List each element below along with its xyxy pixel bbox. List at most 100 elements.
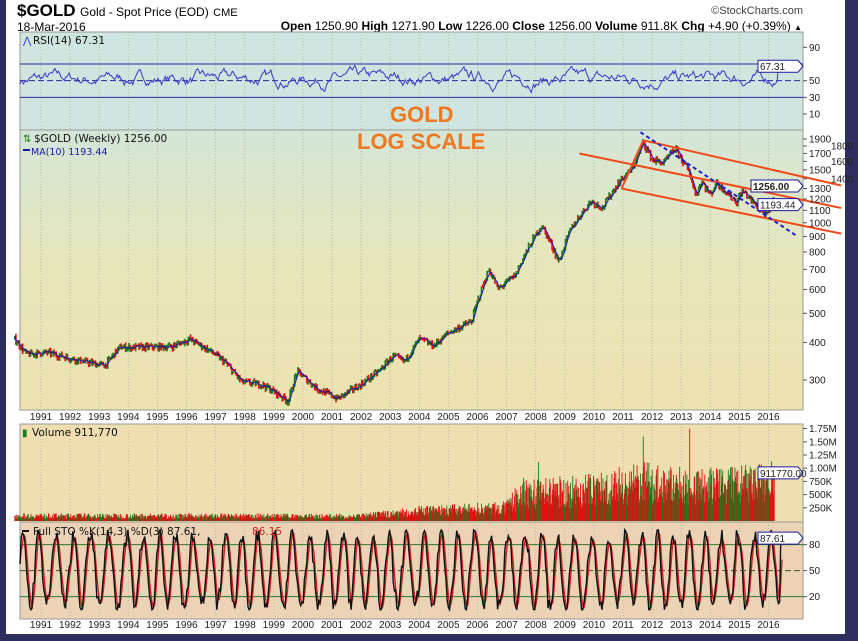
year-tick-label: 1998 bbox=[234, 412, 257, 423]
year-tick-label: 2006 bbox=[466, 412, 489, 423]
volume-tick-label: 1.50M bbox=[809, 437, 837, 448]
year-tick-label: 2010 bbox=[583, 412, 606, 423]
low-value: 1226.00 bbox=[465, 19, 509, 33]
price-tick-label: 700 bbox=[809, 265, 826, 276]
year-tick-label: 2001 bbox=[321, 412, 344, 423]
ma-title: MA(10) 1193.44 bbox=[31, 147, 108, 158]
price-legend: ⇅ $GOLD (Weekly) 1256.00 MA(10) 1193.44 bbox=[23, 133, 167, 158]
volume-last-value: 911770.00 bbox=[760, 469, 807, 480]
symbol-title: $GOLD Gold - Spot Price (EOD) CME bbox=[17, 1, 238, 23]
volume-tick-label: 1.25M bbox=[809, 451, 837, 462]
price-last-value: 1256.00 bbox=[753, 182, 790, 193]
price-tick-label: 1300 bbox=[809, 184, 832, 195]
year-tick-label: 2013 bbox=[670, 620, 693, 631]
year-tick-label: 1998 bbox=[234, 620, 257, 631]
year-tick-label: 2015 bbox=[728, 620, 751, 631]
price-tick-label: 1900 bbox=[809, 134, 832, 145]
price-tick-label: 900 bbox=[809, 232, 826, 243]
sto-tick-label: 50 bbox=[809, 566, 821, 577]
price-tick-label: 1700 bbox=[809, 149, 832, 160]
close-value: 1256.00 bbox=[548, 19, 592, 33]
year-tick-label: 1997 bbox=[204, 620, 227, 631]
volume-tick-label: 1.00M bbox=[809, 464, 837, 475]
year-tick-label: 2011 bbox=[612, 412, 634, 423]
year-tick-label: 1999 bbox=[263, 620, 286, 631]
ma-line-icon bbox=[23, 149, 30, 151]
year-tick-label: 1999 bbox=[263, 412, 286, 423]
year-tick-label: 1995 bbox=[146, 412, 169, 423]
price-tick-label: 600 bbox=[809, 285, 826, 296]
price-tick-label: 1000 bbox=[809, 218, 832, 229]
year-tick-label: 1996 bbox=[175, 412, 198, 423]
volume-last-value-marker bbox=[757, 466, 804, 480]
change-value: +4.90 (+0.39%) bbox=[708, 19, 791, 33]
year-tick-label: 2000 bbox=[292, 412, 315, 423]
year-tick-label: 1993 bbox=[88, 412, 111, 423]
price-tick-label: 1500 bbox=[809, 165, 832, 176]
year-tick-label: 2008 bbox=[525, 620, 548, 631]
year-tick-label: 2016 bbox=[757, 620, 780, 631]
symbol: $GOLD bbox=[17, 1, 76, 20]
sto-tick-label: 20 bbox=[809, 592, 821, 603]
ma-line bbox=[14, 143, 775, 403]
stockcharts-watermark: ©StockCharts.com bbox=[711, 5, 803, 17]
trendline-lower-channel bbox=[621, 187, 842, 235]
year-tick-label: 1993 bbox=[88, 620, 111, 631]
rsi-tick-label: 90 bbox=[809, 43, 821, 54]
year-tick-label: 1995 bbox=[146, 620, 169, 631]
rsi-last-value: 67.31 bbox=[760, 62, 785, 73]
exchange: CME bbox=[213, 7, 238, 19]
rsi-icon: ⋀ bbox=[22, 36, 32, 47]
price-title: $GOLD (Weekly) 1256.00 bbox=[34, 133, 167, 145]
ohlc-summary: Open 1250.90 High 1271.90 Low 1226.00 Cl… bbox=[281, 19, 802, 35]
price-tick-label: 1100 bbox=[809, 206, 831, 217]
year-tick-label: 2012 bbox=[641, 412, 664, 423]
sto-last-value: 87.61 bbox=[760, 534, 785, 545]
open-label: Open bbox=[280, 19, 312, 33]
price-tick-label: 1400 bbox=[831, 174, 854, 185]
rsi-tick-label: 30 bbox=[809, 93, 821, 104]
instrument-name: Gold - Spot Price (EOD) bbox=[80, 5, 209, 19]
close-label: Close bbox=[512, 19, 545, 33]
rsi-tick-label: 10 bbox=[809, 110, 821, 121]
year-tick-label: 2014 bbox=[699, 620, 722, 631]
volume-tick-label: 250K bbox=[809, 503, 833, 514]
price-bars-icon: ⇅ bbox=[23, 134, 31, 145]
trendline-upper-channel bbox=[643, 139, 842, 187]
price-tick-label: 800 bbox=[809, 247, 826, 258]
volume-value: 911.8K bbox=[640, 19, 678, 33]
year-tick-label: 1996 bbox=[175, 620, 198, 631]
volume-bars-icon: ▮ bbox=[22, 428, 28, 439]
year-tick-label: 2002 bbox=[350, 412, 373, 423]
year-tick-label: 2007 bbox=[495, 412, 518, 423]
high-value: 1271.90 bbox=[391, 19, 435, 33]
year-tick-label: 2009 bbox=[554, 620, 577, 631]
year-tick-label: 2013 bbox=[670, 412, 693, 423]
year-tick-label: 2008 bbox=[525, 412, 548, 423]
open-value: 1250.90 bbox=[314, 19, 359, 33]
price-tick-label: 400 bbox=[809, 338, 826, 349]
volume-tick-label: 750K bbox=[809, 477, 833, 488]
stochastic-legend: Full STO %K(14,3) %D(3) 87.61, 86.15 bbox=[22, 526, 282, 538]
rsi-line bbox=[19, 64, 782, 94]
sto-line-icon bbox=[22, 530, 29, 532]
year-tick-label: 2015 bbox=[728, 412, 751, 423]
sto-last-value-marker bbox=[757, 531, 804, 545]
year-tick-label: 2000 bbox=[292, 620, 315, 631]
year-tick-label: 1992 bbox=[59, 620, 82, 631]
ma-last-value: 1193.44 bbox=[760, 201, 796, 212]
sto-d-line bbox=[19, 529, 783, 611]
volume-title: Volume 911,770 bbox=[32, 427, 118, 439]
year-tick-label: 2005 bbox=[437, 620, 460, 631]
year-tick-label: 2005 bbox=[437, 412, 460, 423]
price-last-value-marker bbox=[750, 179, 804, 193]
year-tick-label: 2003 bbox=[379, 620, 402, 631]
year-tick-label: 2016 bbox=[757, 412, 780, 423]
year-tick-label: 1992 bbox=[59, 412, 82, 423]
year-tick-label: 1997 bbox=[204, 412, 227, 423]
change-label: Chg bbox=[681, 19, 705, 33]
year-tick-label: 2004 bbox=[408, 620, 431, 631]
price-tick-label: 1800 bbox=[831, 141, 854, 152]
price-panel bbox=[19, 129, 804, 411]
price-tick-label: 500 bbox=[809, 309, 826, 320]
